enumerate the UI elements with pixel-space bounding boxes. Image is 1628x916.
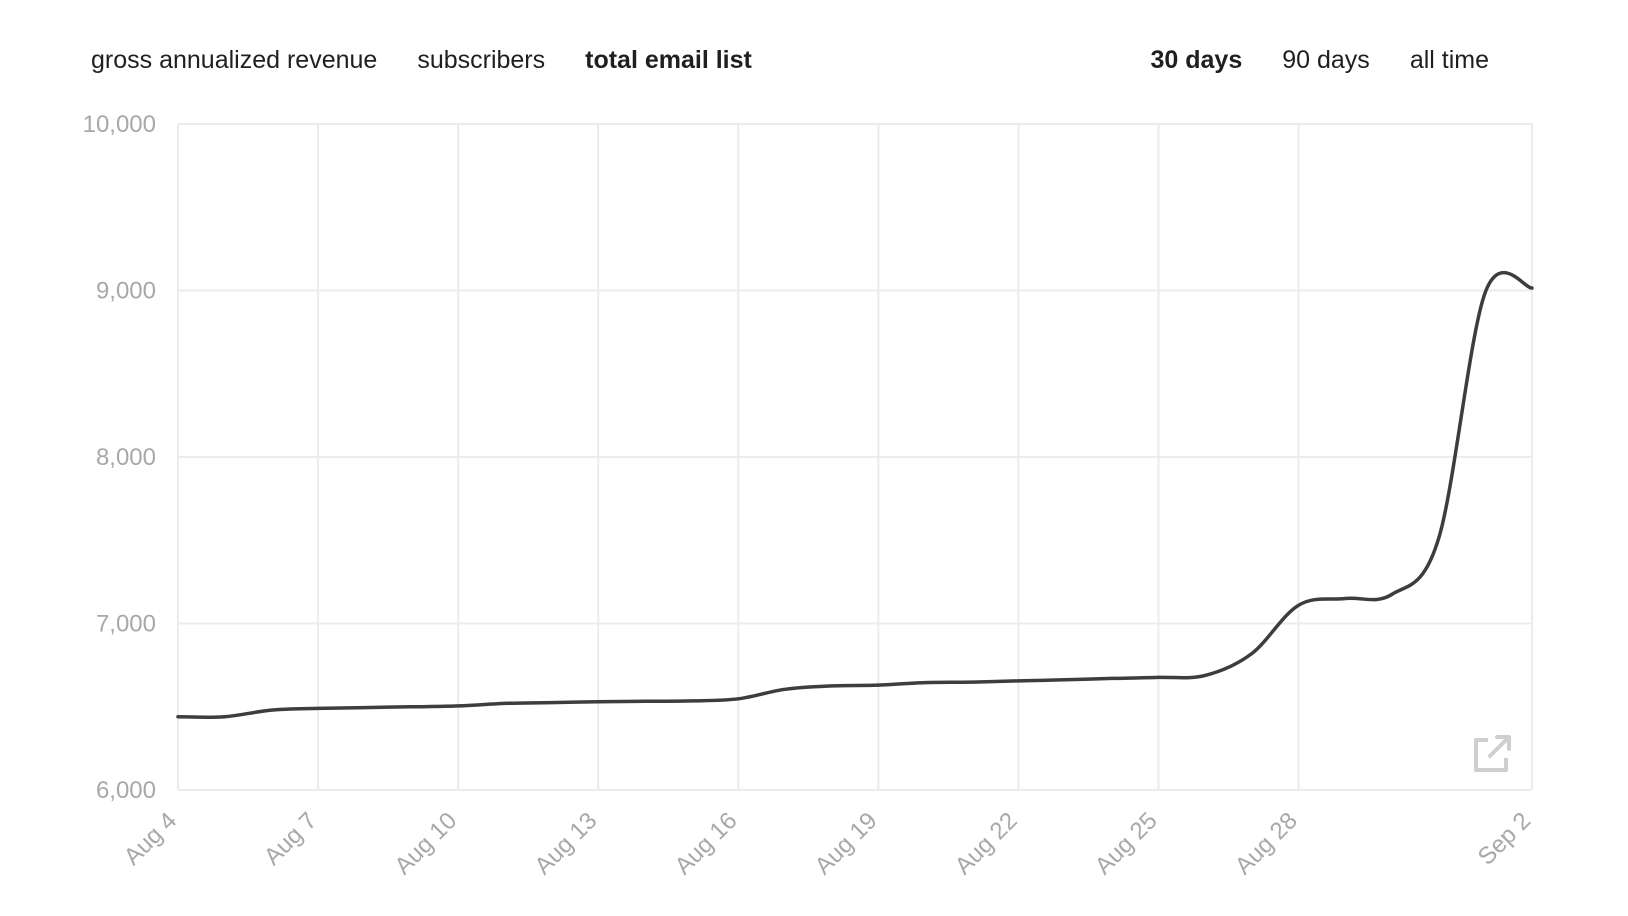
y-tick-label: 8,000 — [96, 444, 156, 471]
external-link-icon — [1474, 735, 1511, 772]
tab-all-time[interactable]: all time — [1409, 46, 1489, 74]
x-tick-label: Aug 4 — [119, 807, 182, 870]
y-tick-label: 6,000 — [96, 777, 156, 804]
x-tick-label: Aug 10 — [389, 807, 462, 880]
x-tick-label: Aug 22 — [950, 807, 1023, 880]
grid — [177, 123, 1533, 791]
y-axis-ticks: 6,000 7,000 8,000 9,000 10,000 — [83, 111, 156, 804]
series-line — [176, 271, 1534, 719]
tab-90-days[interactable]: 90 days — [1282, 46, 1370, 74]
tab-gross-annualized-revenue[interactable]: gross annualized revenue — [91, 46, 378, 74]
y-tick-label: 7,000 — [96, 611, 156, 638]
metric-tabs: gross annualized revenue subscribers tot… — [91, 46, 752, 75]
x-tick-label: Aug 19 — [810, 807, 883, 880]
x-tick-label: Sep 2 — [1473, 807, 1536, 870]
range-tabs: 30 days 90 days all time — [1151, 46, 1490, 75]
x-tick-label: Aug 16 — [670, 807, 743, 880]
x-tick-label: Aug 25 — [1090, 807, 1163, 880]
tab-30-days[interactable]: 30 days — [1150, 46, 1243, 74]
tab-subscribers[interactable]: subscribers — [417, 46, 546, 74]
y-tick-label: 10,000 — [83, 111, 156, 138]
y-tick-label: 9,000 — [96, 278, 156, 305]
tab-total-email-list[interactable]: total email list — [585, 46, 752, 74]
x-axis-ticks: Aug 4 Aug 7 Aug 10 Aug 13 Aug 16 Aug 19 Aug 22… — [119, 807, 1536, 880]
x-tick-label: Aug 28 — [1230, 807, 1303, 880]
open-external-button[interactable] — [1470, 732, 1514, 776]
x-tick-label: Aug 13 — [530, 807, 603, 880]
x-tick-label: Aug 7 — [259, 807, 322, 870]
series — [176, 271, 1534, 719]
